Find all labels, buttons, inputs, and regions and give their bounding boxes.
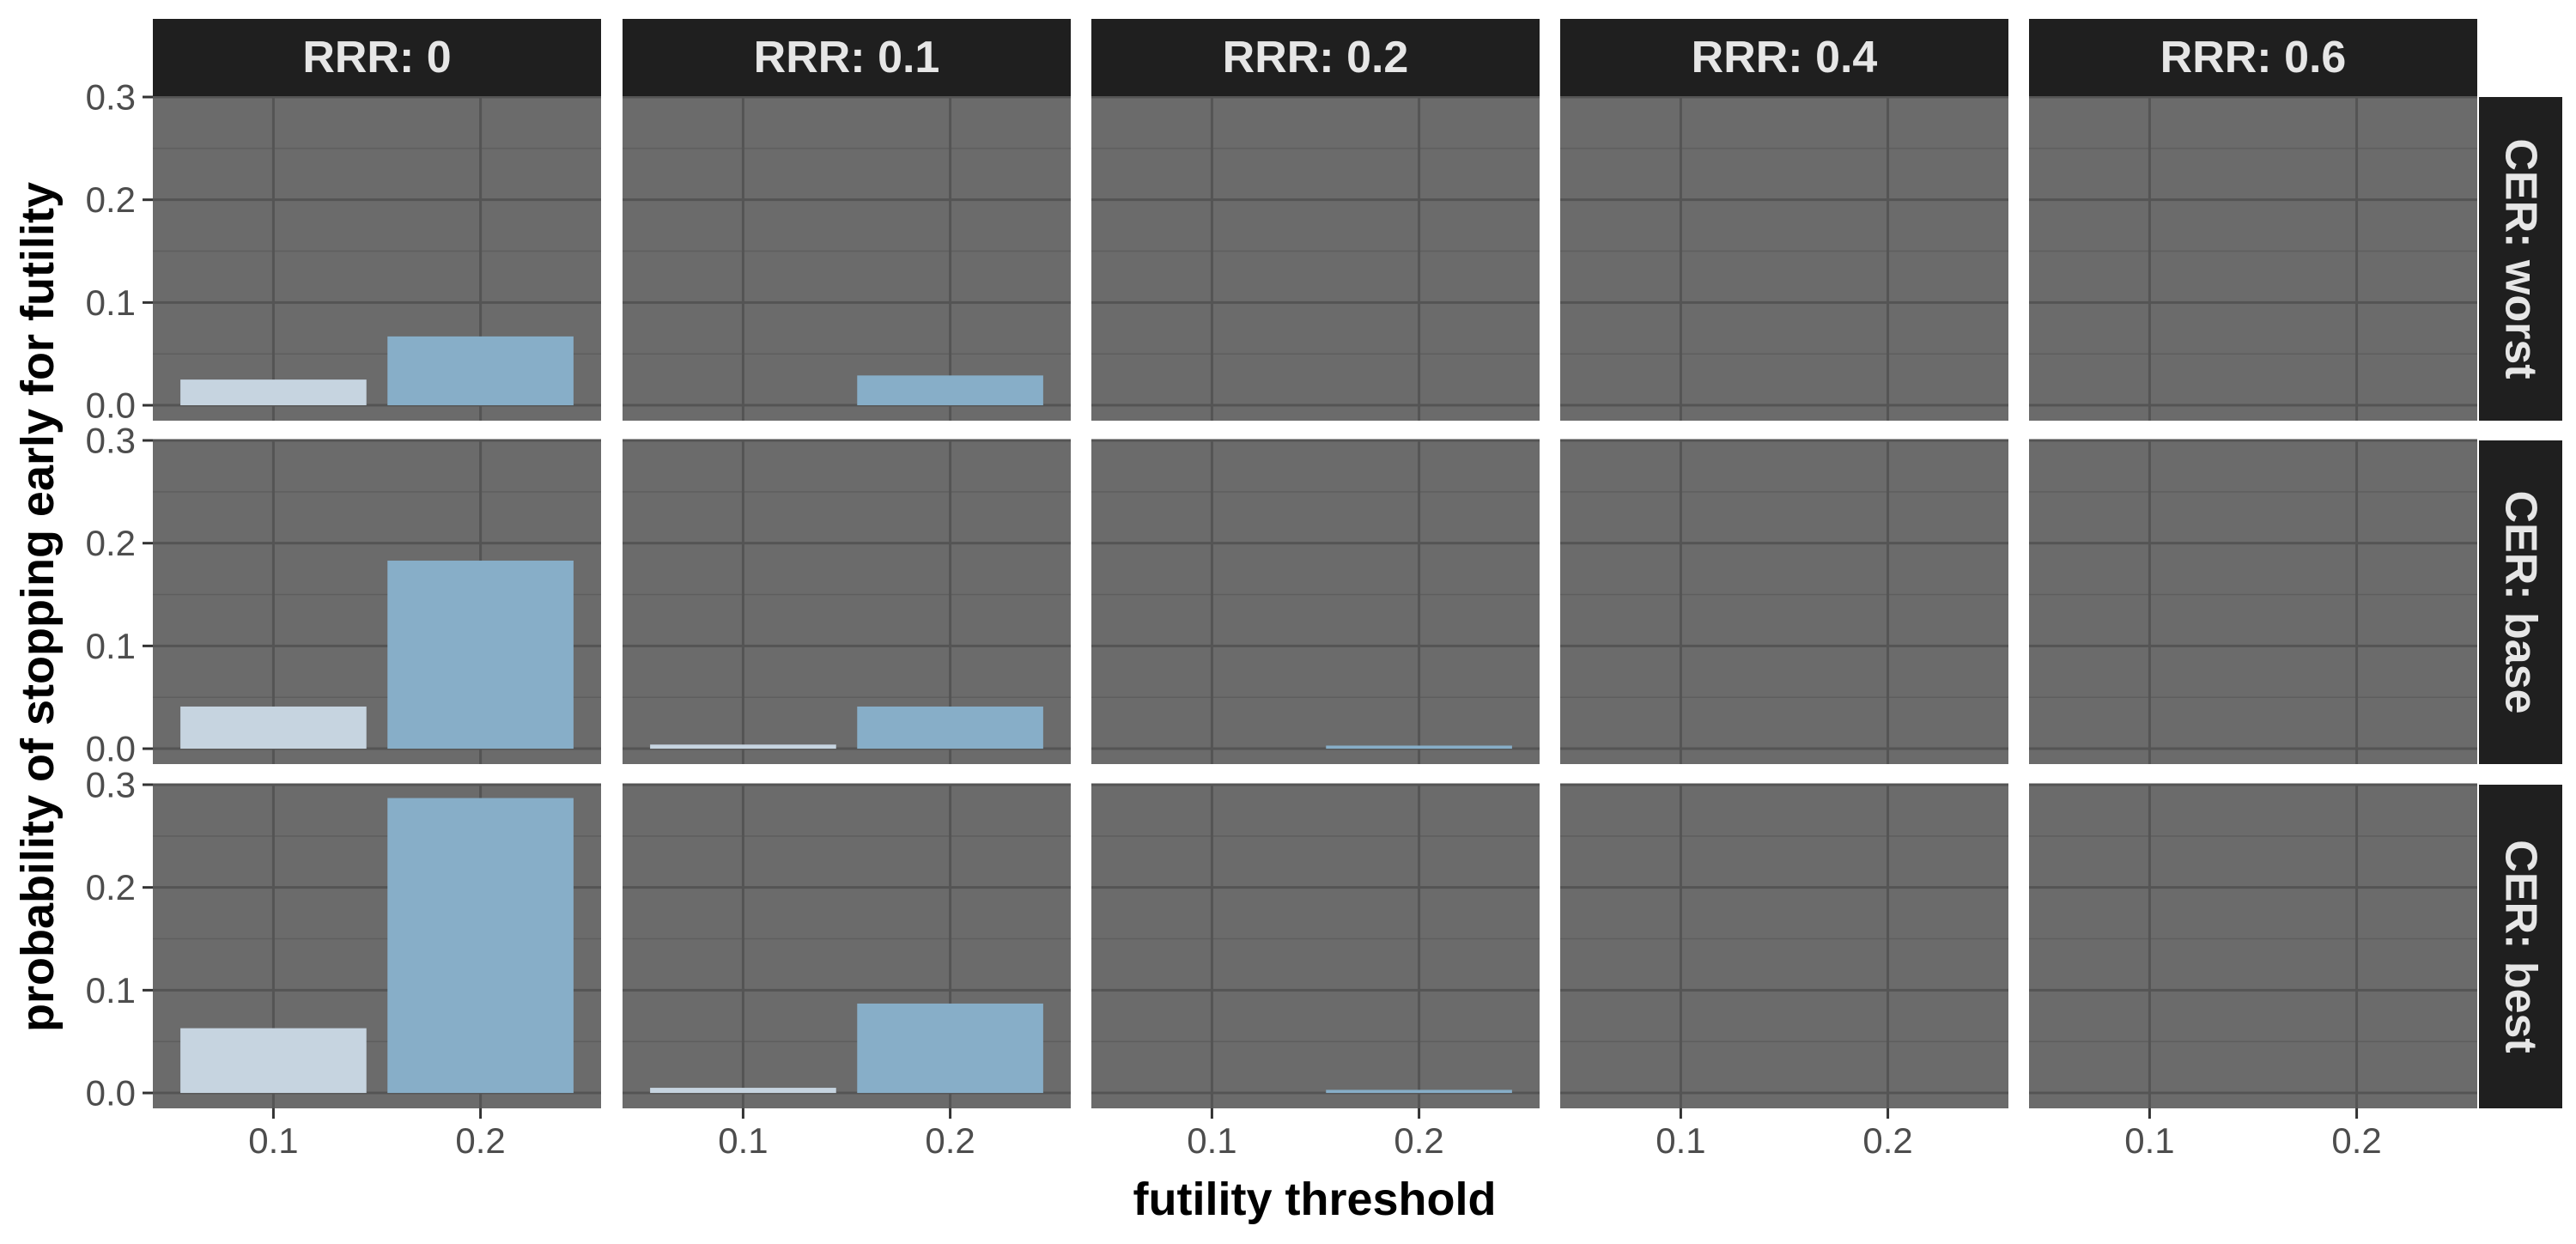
- bar-1-0-0: [180, 706, 367, 749]
- bar-1-1-1: [857, 706, 1043, 749]
- column-strip-label: RRR: 0.6: [2160, 33, 2347, 82]
- column-strip-label: RRR: 0: [302, 33, 451, 82]
- column-strip-background: [153, 19, 601, 96]
- bar-0-0-1: [387, 336, 574, 406]
- column-strip: RRR: 0: [153, 19, 601, 96]
- y-tick-label: 0.1: [86, 970, 136, 1010]
- facet-panel: [2029, 783, 2477, 1108]
- row-strip-background: [2479, 785, 2562, 1108]
- column-strip-background: [1560, 19, 2008, 96]
- panel-background: [1560, 785, 2008, 1108]
- y-axis: 0.00.10.20.30.00.10.20.30.00.10.20.3: [86, 77, 153, 1114]
- panel-background: [1091, 440, 1540, 764]
- y-tick-label: 0.0: [86, 729, 136, 769]
- y-tick-label: 0.0: [86, 385, 136, 426]
- panel-background: [2029, 440, 2477, 764]
- column-strips: RRR: 0 RRR: 0.1 RRR: 0.2 RRR: 0.4 RRR: 0.6: [153, 19, 2477, 96]
- panel-background: [1560, 97, 2008, 421]
- facet-panel: [623, 783, 1071, 1108]
- column-strip-label: RRR: 0.2: [1223, 33, 1409, 82]
- x-tick-label: 0.2: [1394, 1120, 1443, 1161]
- y-tick-label: 0.3: [86, 765, 136, 805]
- bar-1-0-1: [387, 561, 574, 749]
- panel-background: [1560, 440, 2008, 764]
- facet-panels: [153, 95, 2477, 1108]
- row-strip-background: [2479, 440, 2562, 764]
- panel-background: [1091, 97, 1540, 421]
- panel-background: [1091, 785, 1540, 1108]
- x-tick-label: 0.2: [925, 1120, 975, 1161]
- y-tick-label: 0.0: [86, 1073, 136, 1114]
- bar-2-0-1: [387, 798, 574, 1094]
- facet-panel: [2029, 95, 2477, 421]
- facet-panel: [153, 439, 601, 764]
- bar-0-0-0: [180, 379, 367, 406]
- column-strip-background: [623, 19, 1071, 96]
- bar-1-1-0: [650, 744, 836, 749]
- facet-panel: [153, 95, 601, 421]
- y-tick-label: 0.2: [86, 867, 136, 907]
- x-tick-label: 0.2: [2331, 1120, 2381, 1161]
- row-strip: CER: base: [2479, 440, 2562, 764]
- x-tick-label: 0.2: [1862, 1120, 1912, 1161]
- column-strip-background: [1091, 19, 1540, 96]
- bar-0-1-1: [857, 375, 1043, 406]
- y-tick-label: 0.1: [86, 626, 136, 666]
- column-strip: RRR: 0.6: [2029, 19, 2477, 96]
- bar-2-1-0: [650, 1088, 836, 1094]
- facet-panel: [1091, 439, 1540, 764]
- column-strip: RRR: 0.4: [1560, 19, 2008, 96]
- column-strip-label: RRR: 0.4: [1692, 33, 1878, 82]
- y-tick-label: 0.3: [86, 421, 136, 461]
- row-strips: CER: worst CER: base CER: best: [2479, 97, 2562, 1108]
- x-tick-label: 0.1: [718, 1120, 768, 1161]
- bar-1-2-1: [1326, 745, 1512, 749]
- panel-background: [2029, 97, 2477, 421]
- bar-2-0-0: [180, 1028, 367, 1094]
- row-strip-label: CER: worst: [2496, 138, 2546, 379]
- facet-panel: [1560, 783, 2008, 1108]
- x-tick-label: 0.2: [455, 1120, 505, 1161]
- bar-2-2-1: [1326, 1089, 1512, 1094]
- row-strip-label: CER: best: [2496, 840, 2546, 1053]
- facet-panel: [1091, 95, 1540, 421]
- column-strip-label: RRR: 0.1: [754, 33, 940, 82]
- x-axis: 0.1 0.2 0.1 0.2 0.1 0.2 0.1 0.2 0.1 0.2: [248, 1108, 2382, 1161]
- facet-panel: [2029, 439, 2477, 764]
- facet-panel: [153, 783, 601, 1108]
- facet-panel: [1091, 783, 1540, 1108]
- y-tick-label: 0.2: [86, 179, 136, 220]
- row-strip-background: [2479, 97, 2562, 421]
- x-tick-label: 0.1: [248, 1120, 298, 1161]
- row-strip: CER: best: [2479, 785, 2562, 1108]
- facet-panel: [1560, 439, 2008, 764]
- x-tick-label: 0.1: [2124, 1120, 2174, 1161]
- facet-panel: [623, 439, 1071, 764]
- panel-background: [623, 97, 1071, 421]
- y-tick-label: 0.2: [86, 523, 136, 563]
- row-strip: CER: worst: [2479, 97, 2562, 421]
- y-axis-title: probability of stopping early for futili…: [12, 182, 64, 1032]
- x-tick-label: 0.1: [1656, 1120, 1705, 1161]
- y-tick-label: 0.3: [86, 77, 136, 118]
- column-strip: RRR: 0.2: [1091, 19, 1540, 96]
- x-axis-title: futility threshold: [1133, 1174, 1497, 1225]
- row-strip-label: CER: base: [2496, 490, 2546, 713]
- column-strip: RRR: 0.1: [623, 19, 1071, 96]
- y-tick-label: 0.1: [86, 282, 136, 323]
- facet-panel: [1560, 95, 2008, 421]
- facet-panel: [623, 95, 1071, 421]
- panel-background: [2029, 785, 2477, 1108]
- bar-2-1-1: [857, 1003, 1043, 1094]
- column-strip-background: [2029, 19, 2477, 96]
- x-tick-label: 0.1: [1187, 1120, 1236, 1161]
